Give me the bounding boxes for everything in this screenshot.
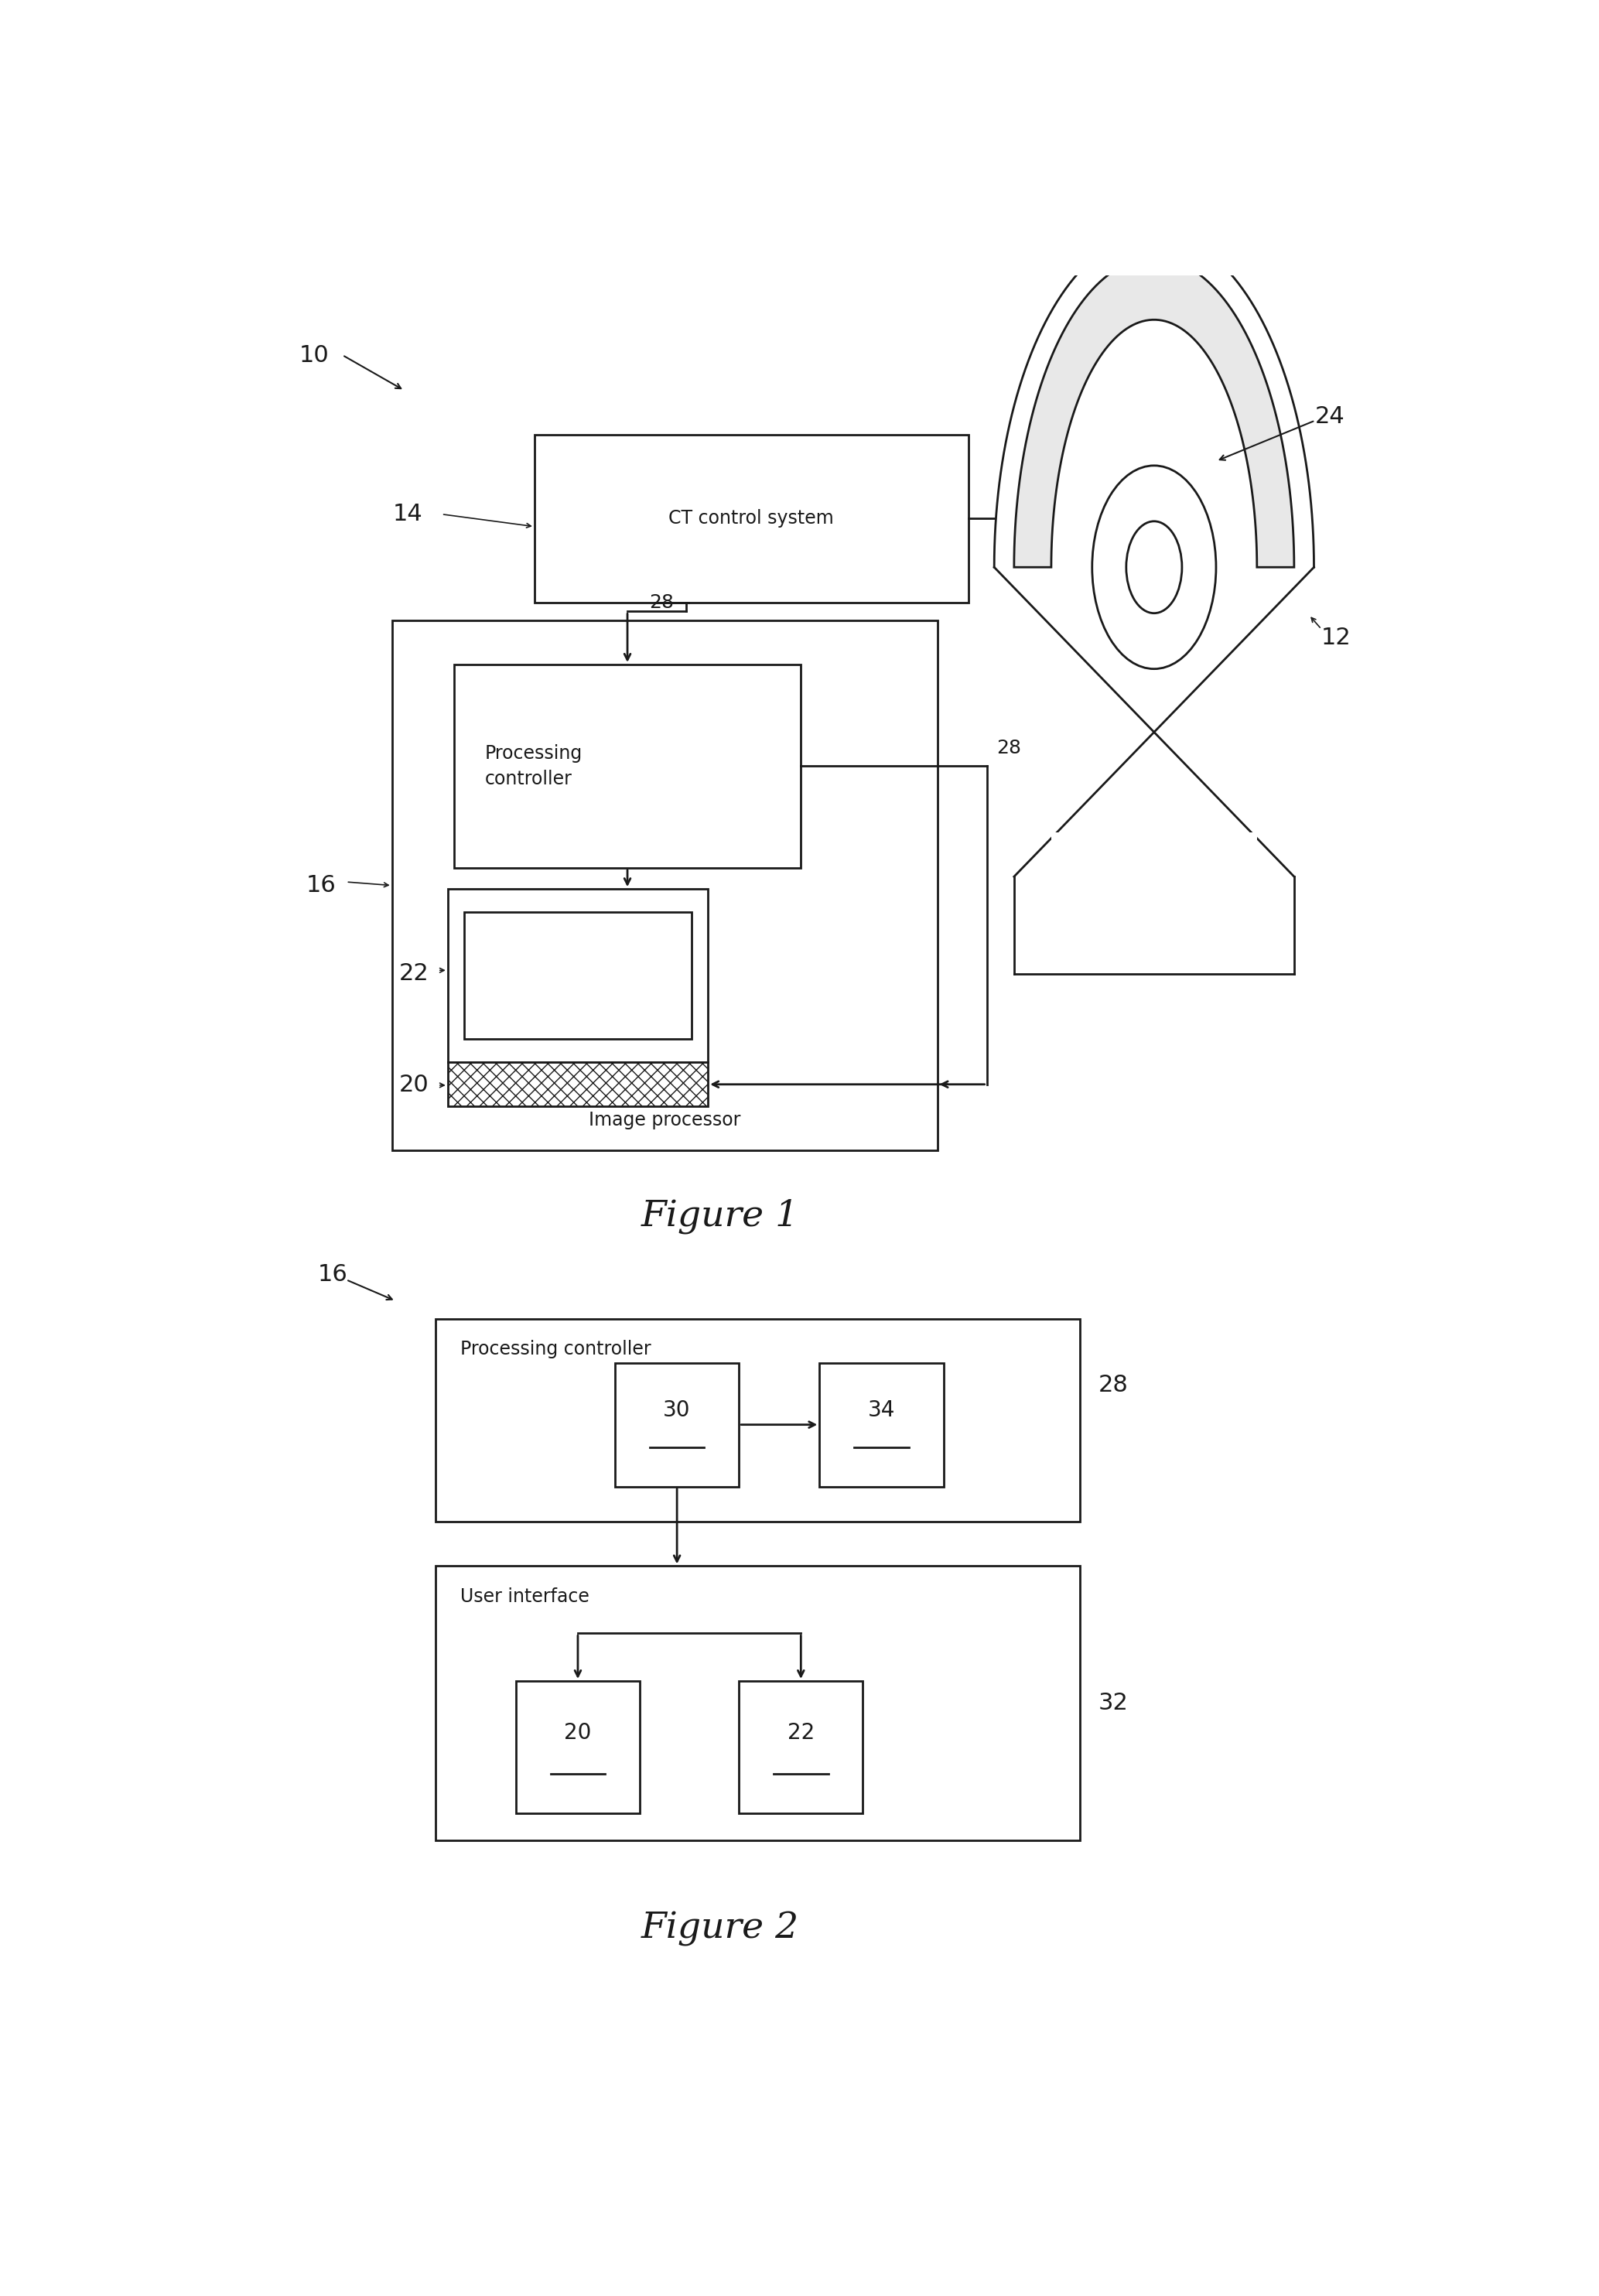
Text: 28: 28 xyxy=(1099,1373,1129,1396)
FancyBboxPatch shape xyxy=(1051,833,1257,886)
Text: 20: 20 xyxy=(400,1075,429,1097)
Text: 32: 32 xyxy=(1099,1692,1129,1715)
Text: Processing
controller: Processing controller xyxy=(484,744,582,788)
Text: 30: 30 xyxy=(664,1401,691,1421)
FancyBboxPatch shape xyxy=(448,889,708,1063)
FancyBboxPatch shape xyxy=(392,620,937,1150)
Text: 22: 22 xyxy=(400,962,429,985)
Polygon shape xyxy=(1014,257,1294,567)
Text: 24: 24 xyxy=(1314,406,1345,427)
FancyBboxPatch shape xyxy=(435,1566,1079,1839)
Text: Figure 1: Figure 1 xyxy=(641,1199,800,1233)
FancyBboxPatch shape xyxy=(616,1364,739,1486)
Ellipse shape xyxy=(1092,466,1215,668)
Text: 28: 28 xyxy=(649,592,673,611)
Text: 12: 12 xyxy=(1321,627,1351,650)
Text: Processing controller: Processing controller xyxy=(461,1341,651,1359)
Text: 20: 20 xyxy=(564,1722,592,1745)
Text: 16: 16 xyxy=(318,1263,347,1286)
Text: 14: 14 xyxy=(393,503,422,526)
Text: CT control system: CT control system xyxy=(668,510,835,528)
Text: 28: 28 xyxy=(996,739,1022,758)
FancyBboxPatch shape xyxy=(820,1364,943,1486)
FancyBboxPatch shape xyxy=(448,1063,708,1107)
FancyBboxPatch shape xyxy=(1014,877,1294,974)
FancyBboxPatch shape xyxy=(516,1681,640,1814)
Text: 22: 22 xyxy=(787,1722,814,1745)
FancyBboxPatch shape xyxy=(435,1318,1079,1522)
Text: Image processor: Image processor xyxy=(588,1111,740,1130)
FancyBboxPatch shape xyxy=(464,912,692,1040)
Text: 10: 10 xyxy=(299,344,329,367)
Text: User interface: User interface xyxy=(461,1587,588,1605)
Text: Figure 2: Figure 2 xyxy=(641,1910,800,1947)
FancyBboxPatch shape xyxy=(739,1681,863,1814)
Text: 34: 34 xyxy=(868,1401,895,1421)
Text: 16: 16 xyxy=(307,875,336,898)
FancyBboxPatch shape xyxy=(454,664,801,868)
FancyBboxPatch shape xyxy=(534,434,967,602)
